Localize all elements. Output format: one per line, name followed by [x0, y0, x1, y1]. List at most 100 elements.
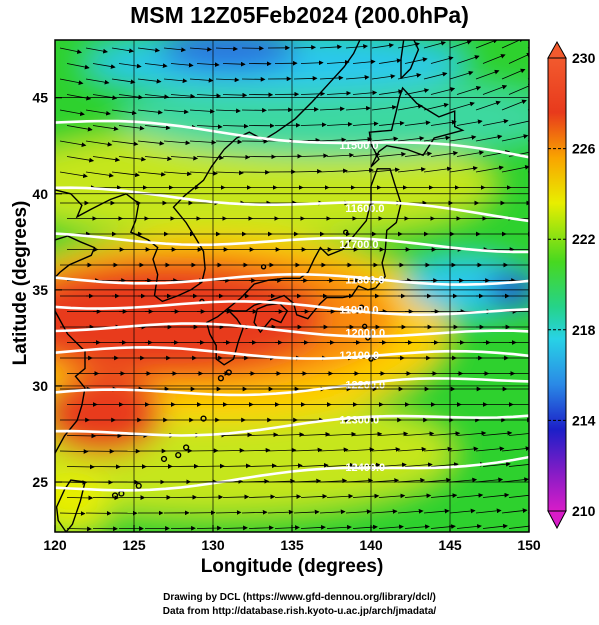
wind-arrow	[423, 446, 453, 452]
wind-arrow	[449, 508, 476, 514]
contour-label: 11500.0	[339, 140, 378, 152]
colorbar-bar	[547, 57, 567, 512]
coast-hokkaido	[368, 86, 465, 168]
wind-arrow	[274, 432, 305, 437]
x-axis-label: Longitude (degrees)	[200, 556, 384, 577]
wind-arrow	[319, 447, 349, 453]
wind-arrow	[475, 100, 501, 111]
wind-arrow	[319, 44, 342, 50]
wind-arrow	[371, 105, 397, 111]
wind-arrow	[456, 493, 484, 498]
x-tick-label: 130	[201, 537, 225, 553]
wind-arrow	[66, 464, 95, 470]
wind-arrow	[371, 447, 401, 452]
wind-arrow	[430, 56, 454, 64]
wind-arrow	[222, 432, 253, 438]
wind-arrow	[300, 525, 326, 530]
wind-arrow	[326, 90, 352, 96]
wind-arrow	[326, 59, 350, 65]
wind-arrow	[248, 494, 276, 500]
wind-arrow	[111, 140, 139, 147]
wind-arrow	[222, 123, 249, 129]
wind-arrow	[293, 509, 320, 515]
wind-arrow	[85, 47, 108, 54]
wind-arrow	[267, 447, 297, 453]
contour-label: 11700.0	[339, 239, 378, 251]
coast-island	[160, 455, 168, 463]
wind-arrow	[345, 167, 374, 173]
wind-arrow	[508, 151, 529, 157]
wind-arrow	[274, 463, 303, 468]
wind-arrow	[274, 494, 302, 499]
x-tick-label: 120	[43, 537, 67, 553]
wind-arrow	[397, 446, 427, 452]
wind-arrow	[456, 430, 487, 436]
wind-arrow	[300, 494, 328, 499]
wind-arrow	[59, 449, 89, 454]
wind-arrow	[482, 492, 510, 498]
wind-arrow	[449, 70, 474, 80]
wind-arrow	[508, 523, 529, 529]
wind-arrow	[423, 102, 449, 111]
wind-arrow	[137, 78, 162, 84]
wind-arrow	[326, 121, 353, 127]
wind-arrow	[345, 137, 373, 142]
wind-arrow	[293, 447, 323, 453]
wind-arrow	[300, 153, 329, 159]
wind-arrow	[319, 168, 348, 174]
wind-arrow	[59, 78, 84, 85]
wind-arrow	[404, 88, 430, 95]
wind-arrow	[475, 134, 503, 142]
wind-arrow	[85, 109, 111, 116]
wind-arrow	[189, 77, 214, 83]
colorbar-top-triangle	[547, 40, 567, 59]
wind-arrow	[430, 431, 461, 436]
wind-arrow	[196, 124, 223, 130]
wind-arrow	[92, 63, 116, 69]
wind-arrow	[345, 447, 375, 453]
wind-arrow	[85, 78, 110, 85]
wind-arrow	[527, 78, 529, 80]
wind-arrow	[241, 509, 268, 515]
wind-arrow	[475, 508, 502, 514]
wind-arrow	[482, 461, 511, 467]
wind-arrow	[378, 524, 404, 530]
colorbar-tick-label: 214	[572, 412, 596, 428]
wind-arrow	[352, 90, 378, 96]
wind-arrow	[85, 171, 114, 178]
wind-arrow	[378, 89, 404, 95]
wind-arrow	[449, 101, 475, 111]
wind-arrow	[508, 494, 529, 498]
wind-arrow	[326, 493, 354, 499]
wind-arrow	[430, 119, 457, 126]
wind-arrow	[326, 462, 355, 468]
wind-arrow	[345, 75, 370, 80]
wind-arrow	[371, 43, 394, 49]
wind-arrow	[215, 108, 241, 114]
wind-arrow	[397, 73, 422, 80]
wind-arrow	[482, 119, 509, 126]
wind-arrow	[163, 171, 192, 177]
x-tick-label: 125	[122, 537, 146, 553]
wind-arrow	[248, 463, 277, 469]
wind-arrow	[397, 477, 426, 483]
wind-arrow	[475, 477, 504, 483]
wind-arrow	[85, 140, 113, 147]
wind-arrow	[144, 63, 168, 69]
wind-arrow	[248, 432, 279, 438]
wind-arrow	[430, 493, 458, 498]
wind-arrow	[397, 42, 420, 49]
credit-drawing: Drawing by DCL (https://www.gfd-dennou.o…	[163, 592, 436, 603]
wind-arrow	[371, 136, 399, 142]
wind-arrow	[118, 125, 145, 131]
coast-island	[183, 444, 190, 451]
wind-arrow	[423, 166, 452, 173]
wind-arrow	[404, 462, 433, 468]
wind-arrow	[215, 139, 243, 145]
wind-arrow	[326, 431, 357, 437]
wind-arrow	[189, 170, 218, 176]
temperature-field	[55, 40, 529, 532]
wind-arrow	[508, 433, 529, 436]
wind-arrow	[378, 431, 409, 437]
wind-arrow	[378, 151, 407, 157]
